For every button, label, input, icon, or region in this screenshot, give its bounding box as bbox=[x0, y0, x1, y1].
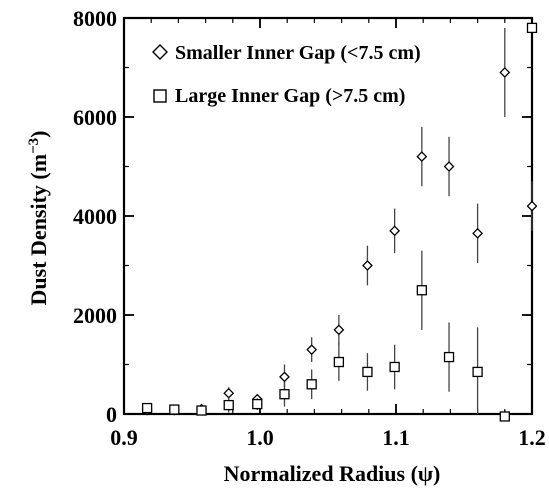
data-point-diamond bbox=[499, 67, 511, 78]
legend-label-smaller-gap: Smaller Inner Gap (<7.5 cm) bbox=[175, 42, 421, 64]
x-tick-label: 0.9 bbox=[110, 425, 138, 450]
y-tick-label: 6000 bbox=[73, 105, 117, 130]
legend-diamond-icon bbox=[152, 44, 168, 60]
y-tick-label: 8000 bbox=[73, 6, 117, 31]
data-point-square bbox=[443, 351, 455, 363]
data-point-diamond bbox=[362, 260, 373, 271]
data-point-diamond bbox=[333, 324, 345, 336]
data-point-square bbox=[526, 22, 538, 34]
y-axis-title: Dust Density (m−3) bbox=[26, 131, 51, 306]
data-point-square bbox=[223, 399, 234, 411]
data-point-diamond bbox=[389, 225, 401, 237]
data-point-diamond bbox=[443, 161, 455, 172]
data-point-square bbox=[141, 402, 153, 414]
series-square bbox=[141, 22, 538, 422]
plot-frame bbox=[122, 16, 534, 416]
data-point-square bbox=[499, 411, 510, 422]
x-tick-label: 1.0 bbox=[246, 425, 274, 450]
y-axis-title-exponent: −3 bbox=[26, 138, 42, 154]
y-tick-label: 4000 bbox=[73, 204, 117, 229]
legend-label-large-gap: Large Inner Gap (>7.5 cm) bbox=[175, 85, 405, 107]
data-point-square bbox=[196, 405, 207, 416]
x-tick-label: 1.2 bbox=[518, 425, 546, 450]
data-point-diamond bbox=[416, 151, 428, 163]
data-point-square bbox=[279, 389, 290, 400]
data-point-diamond bbox=[223, 387, 235, 399]
x-axis-title: Normalized Radius (ψ) bbox=[224, 461, 441, 486]
data-point-square bbox=[306, 379, 317, 390]
y-tick-label: 2000 bbox=[73, 303, 117, 328]
legend-square-icon bbox=[153, 89, 167, 103]
data-point-square bbox=[333, 356, 345, 368]
data-point-diamond bbox=[472, 227, 484, 239]
legend: Smaller Inner Gap (<7.5 cm) Large Inner … bbox=[152, 42, 421, 107]
data-point-square bbox=[389, 361, 400, 373]
x-tick-label: 1.1 bbox=[382, 425, 410, 450]
axes-layer bbox=[122, 16, 534, 416]
data-point-square bbox=[416, 285, 427, 296]
data-point-diamond bbox=[279, 371, 290, 383]
data-point-square bbox=[472, 366, 483, 378]
y-tick-label: 0 bbox=[106, 402, 117, 427]
y-axis-title-main: Dust Density (m bbox=[26, 154, 51, 306]
data-point-square bbox=[252, 398, 263, 410]
data-point-square bbox=[169, 404, 180, 415]
data-point-diamond bbox=[526, 200, 538, 212]
y-axis-title-close: ) bbox=[26, 131, 51, 138]
data-point-diamond bbox=[306, 344, 318, 356]
data-layer bbox=[141, 22, 538, 422]
data-point-square bbox=[362, 366, 373, 378]
